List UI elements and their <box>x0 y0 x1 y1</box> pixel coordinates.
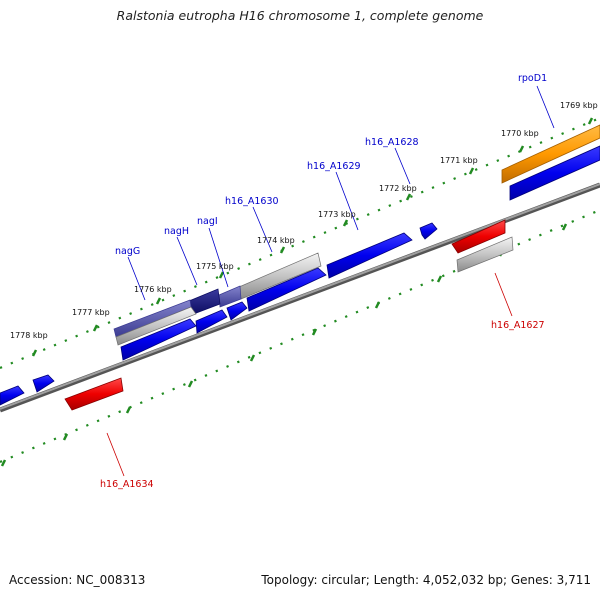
kbp-label: 1771 kbp <box>440 156 478 165</box>
kbp-label: 1775 kbp <box>196 262 234 271</box>
kbp-label: 1777 kbp <box>72 308 110 317</box>
gene-nagG-shadow-lower-arrow[interactable] <box>115 306 197 346</box>
gene-label[interactable]: nagI <box>197 216 218 227</box>
gene-nagI-arrow[interactable] <box>226 301 248 321</box>
gene-label[interactable]: h16_A1629 <box>307 161 361 172</box>
gene-rpoD1-lower-arrow[interactable] <box>509 145 600 201</box>
gene-h16-A1627-arrow[interactable] <box>451 219 506 254</box>
gene-label[interactable]: nagH <box>164 226 189 237</box>
kbp-label: 1776 kbp <box>134 285 172 294</box>
gene-h16-A1629-arrow[interactable] <box>326 232 413 279</box>
gene-nagG-arrow[interactable] <box>120 318 197 361</box>
kbp-label: 1773 kbp <box>318 210 356 219</box>
map-title: Ralstonia eutropha H16 chromosome 1, com… <box>116 8 484 23</box>
gene-label[interactable]: rpoD1 <box>518 73 547 84</box>
gene-h16-A1627-shadow-arrow[interactable] <box>456 236 514 273</box>
gene-label[interactable]: h16_A1628 <box>365 137 419 148</box>
forward-genes <box>0 124 600 406</box>
kbp-label: 1778 kbp <box>10 331 48 340</box>
kbp-label: 1769 kbp <box>560 101 598 110</box>
gene-h16-A1628-arrow[interactable] <box>419 222 438 240</box>
kbp-label: 1772 kbp <box>379 184 417 193</box>
kbp-label: 1770 kbp <box>501 129 539 138</box>
gene-leader-lines <box>106 85 555 477</box>
gene-h16-A1630-arrow[interactable] <box>246 267 327 312</box>
gene-h16-A1634-arrow[interactable] <box>64 377 124 411</box>
reverse-genes <box>64 219 514 411</box>
kbp-label: 1774 kbp <box>257 236 295 245</box>
gene-label[interactable]: h16_A1634 <box>100 479 154 490</box>
gene-label[interactable]: h16_A1627 <box>491 320 545 331</box>
gene-label[interactable]: h16_A1630 <box>225 196 279 207</box>
position-labels: 1769 kbp 1770 kbp 1771 kbp 1772 kbp 1773… <box>10 101 598 340</box>
genome-backbone <box>0 182 600 413</box>
gene-labels: rpoD1 h16_A1628 h16_A1629 h16_A1630 nagI… <box>100 73 547 490</box>
accession-text: Accession: NC_008313 <box>9 573 146 587</box>
gene-unlabeled-2-arrow[interactable] <box>0 385 25 406</box>
genome-summary-text: Topology: circular; Length: 4,052,032 bp… <box>261 573 591 587</box>
ruler-upper <box>0 116 600 370</box>
gene-rpoD1-arrow[interactable] <box>501 124 600 184</box>
gene-unlabeled-1-arrow[interactable] <box>32 374 55 393</box>
gene-label[interactable]: nagG <box>115 246 140 257</box>
gene-nagH-arrow[interactable] <box>195 309 228 334</box>
